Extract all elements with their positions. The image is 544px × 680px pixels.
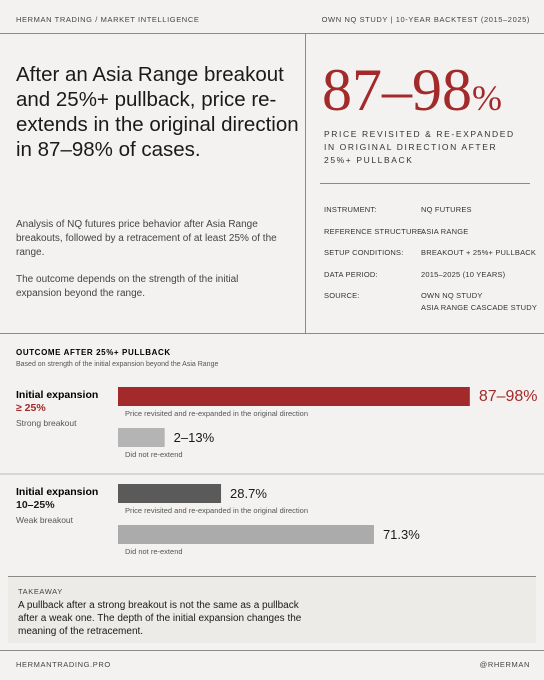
chart-title: OUTCOME AFTER 25%+ PULLBACK [16,348,171,357]
detail-value: ASIA RANGE CASCADE STUDY [421,303,538,312]
detail-value: 2015–2025 (10 YEARS) [421,269,506,279]
takeaway-text: A pullback after a strong breakout is no… [18,600,302,637]
bar-caption: Did not re-extend [125,450,183,459]
brand: HERMAN TRADING / MARKET INTELLIGENCE [16,15,200,24]
takeaway-title: TAKEAWAY [18,587,63,596]
stat-caption: PRICE REVISITED & RE-EXPANDED IN ORIGINA… [324,129,515,165]
bar [118,525,374,544]
value-label: 2–13% [174,430,215,445]
group-label: ≥ 25% [16,402,46,414]
stat-unit: % [472,78,502,118]
detail-label: DATA PERIOD: [324,269,378,279]
value-label: 87–98% [479,388,538,405]
divider [305,33,306,333]
bar-caption: Did not re-extend [125,547,183,556]
headline: After an Asia Range breakout and 25%+ pu… [16,63,299,161]
divider [320,183,530,184]
group-label: Initial expansion [16,486,98,498]
group-sublabel: Strong breakout [16,418,77,428]
divider [0,33,544,34]
detail-value: NQ FUTURES [421,205,472,214]
bar [118,484,222,503]
hero-stat: 87–98% [322,56,502,125]
handle: @RHERMAN [479,660,530,669]
detail-label: SETUP CONDITIONS: [324,248,404,257]
group-sublabel: Weak breakout [16,515,74,525]
study-label: OWN NQ STUDY | 10-YEAR BACKTEST (2015–20… [321,15,530,24]
group-label: Initial expansion [16,389,98,401]
group-label: 10–25% [16,499,55,511]
paragraph: The outcome depends on the strength of t… [16,274,239,299]
detail-label: REFERENCE STRUCTURE: [324,226,425,236]
chart: OUTCOME AFTER 25%+ PULLBACK Based on stre… [0,348,544,556]
takeaway-box: TAKEAWAY A pullback after a strong break… [8,576,536,643]
detail-value: BREAKOUT + 25%+ PULLBACK [421,248,537,257]
divider [0,650,544,651]
stat-number: 87–98 [322,57,472,123]
value-label: 71.3% [383,527,420,542]
bar-caption: Price revisited and re-expanded in the o… [125,409,308,418]
bar [118,387,470,406]
paragraph: Analysis of NQ futures price behavior af… [16,219,277,258]
bar-caption: Price revisited and re-expanded in the o… [125,506,308,515]
value-label: 28.7% [230,486,267,501]
detail-label: INSTRUMENT: [324,205,377,214]
detail-value: OWN NQ STUDY [421,291,483,300]
chart-subtitle: Based on strength of the initial expansi… [16,361,218,368]
bar [118,428,165,447]
website: HERMANTRADING.PRO [16,660,111,669]
detail-label: SOURCE: [324,291,360,300]
detail-value: ASIA RANGE [421,226,469,236]
divider [0,333,544,334]
